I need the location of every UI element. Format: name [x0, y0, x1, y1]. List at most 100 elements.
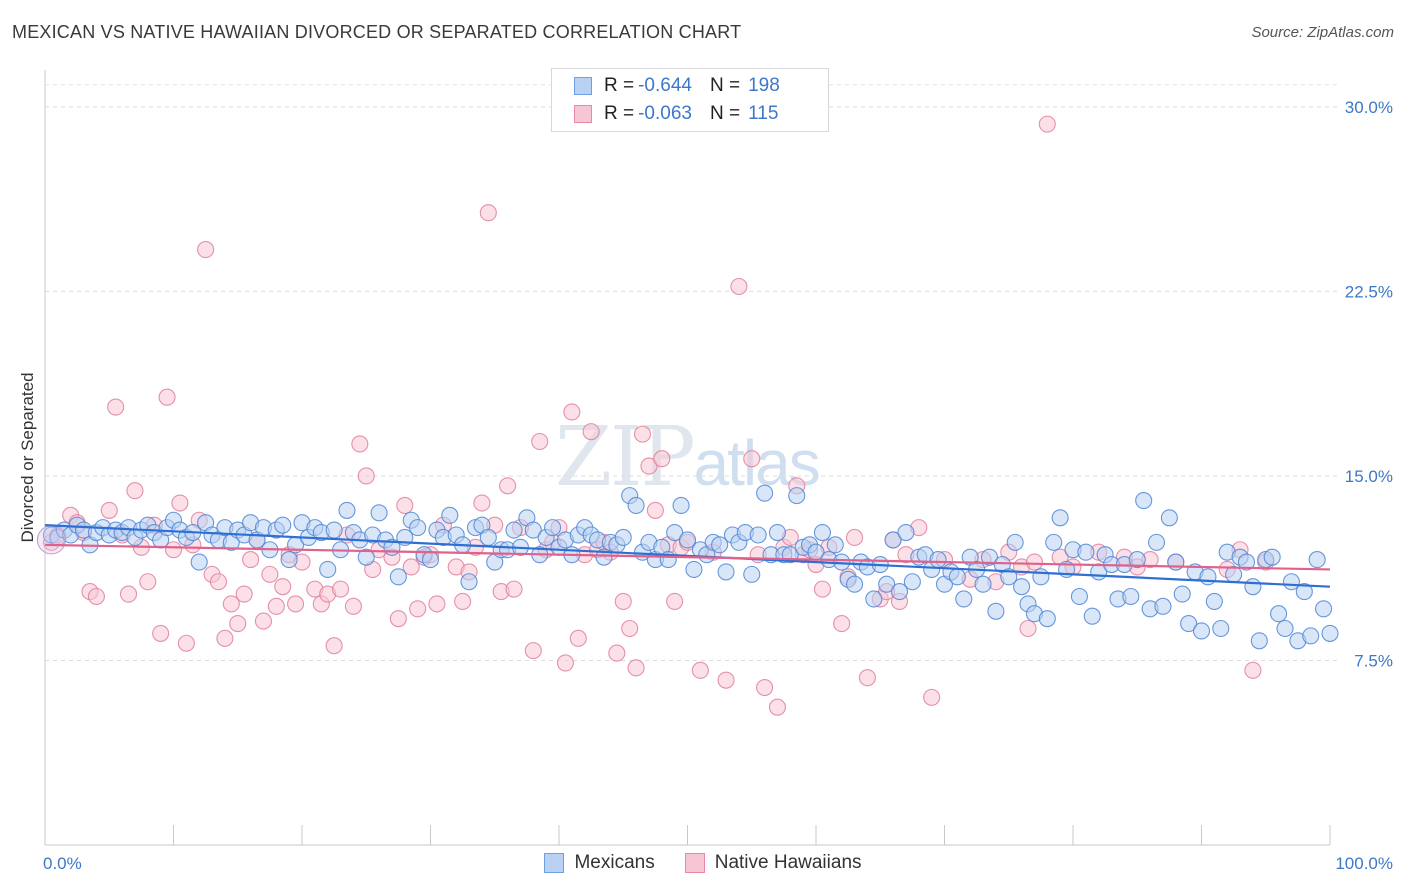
stats-n-value: 115 — [748, 103, 779, 124]
x-tick-label: 100.0% — [1335, 854, 1393, 873]
legend-label-native-hawaiians: Native Hawaiians — [714, 852, 862, 873]
data-point-native-hawaiians — [473, 494, 491, 512]
data-point-native-hawaiians — [126, 482, 144, 500]
data-point-native-hawaiians — [235, 585, 253, 603]
data-point-native-hawaiians — [666, 592, 684, 610]
data-point-native-hawaiians — [627, 659, 645, 677]
data-point-native-hawaiians — [845, 528, 864, 547]
data-point-native-hawaiians — [209, 573, 228, 591]
data-point-mexicans — [389, 568, 407, 586]
data-point-mexicans — [479, 528, 497, 547]
data-point-mexicans — [1244, 578, 1262, 596]
legend-item-native-hawaiians[interactable]: Native Hawaiians — [684, 852, 862, 874]
data-point-native-hawaiians — [556, 654, 574, 672]
stats-row-mexicans: R = -0.644 N = 198 — [574, 74, 780, 98]
data-point-mexicans — [1295, 583, 1313, 601]
data-point-mexicans — [338, 501, 356, 519]
data-point-mexicans — [890, 583, 909, 601]
data-point-mexicans — [678, 531, 697, 549]
y-axis-label: Divorced or Separated — [18, 372, 37, 542]
data-point-mexicans — [1000, 568, 1018, 586]
data-point-mexicans — [1013, 578, 1031, 596]
data-point-native-hawaiians — [717, 671, 735, 689]
stats-r-label: R = — [604, 75, 635, 96]
data-point-native-hawaiians — [274, 578, 292, 596]
data-point-mexicans — [974, 575, 992, 593]
stats-row-native-hawaiians: R = -0.063 N = 115 — [574, 102, 778, 126]
data-point-mexicans — [865, 590, 883, 608]
x-tick-label: 0.0% — [43, 854, 82, 873]
stats-r-label: R = — [604, 103, 635, 124]
data-point-mexicans — [980, 548, 999, 566]
data-point-mexicans — [1199, 568, 1217, 586]
data-point-mexicans — [903, 573, 921, 591]
data-point-native-hawaiians — [582, 423, 600, 441]
data-point-mexicans — [685, 560, 703, 578]
data-point-mexicans — [280, 551, 298, 569]
data-point-native-hawaiians — [646, 501, 664, 519]
data-point-mexicans — [1128, 551, 1146, 569]
data-point-native-hawaiians — [833, 615, 851, 633]
data-point-mexicans — [1173, 585, 1191, 603]
data-point-native-hawaiians — [177, 634, 195, 652]
legend-item-mexicans[interactable]: Mexicans — [544, 852, 655, 874]
data-point-mexicans — [845, 575, 864, 593]
data-point-native-hawaiians — [756, 678, 774, 697]
data-point-native-hawaiians — [119, 585, 138, 603]
data-point-mexicans — [1212, 619, 1230, 638]
y-tick-label: 7.5% — [1354, 651, 1393, 670]
data-point-mexicans — [190, 553, 208, 571]
data-point-mexicans — [1321, 624, 1339, 642]
data-point-native-hawaiians — [107, 398, 125, 416]
data-point-mexicans — [1135, 492, 1153, 510]
data-point-mexicans — [1237, 553, 1256, 571]
data-point-mexicans — [756, 484, 774, 502]
data-point-mexicans — [1083, 607, 1101, 625]
data-point-native-hawaiians — [858, 669, 876, 687]
trend-line-native-hawaiians — [44, 543, 1331, 571]
data-point-native-hawaiians — [164, 541, 183, 559]
data-point-native-hawaiians — [1019, 619, 1037, 638]
data-point-mexicans — [627, 496, 645, 515]
data-point-mexicans — [1276, 619, 1294, 638]
data-point-native-hawaiians — [158, 388, 176, 406]
data-point-mexicans — [788, 487, 806, 505]
data-point-native-hawaiians — [813, 580, 831, 598]
data-point-native-hawaiians — [351, 435, 369, 453]
data-point-mexicans — [357, 548, 375, 566]
data-point-native-hawaiians — [254, 612, 273, 630]
data-point-native-hawaiians — [216, 629, 234, 647]
data-point-native-hawaiians — [730, 277, 748, 296]
data-point-mexicans — [1270, 605, 1288, 623]
data-point-mexicans — [897, 523, 915, 542]
stats-swatch-native-hawaiians — [574, 105, 592, 123]
data-point-mexicans — [1032, 568, 1050, 586]
data-point-native-hawaiians — [287, 595, 305, 613]
data-point-mexicans — [929, 551, 947, 569]
data-point-native-hawaiians — [396, 496, 414, 515]
data-point-mexicans — [409, 519, 427, 537]
legend-swatch-native-hawaiians — [684, 853, 705, 873]
data-point-mexicans — [948, 568, 966, 586]
data-point-mexicans — [672, 496, 690, 515]
data-point-mexicans — [524, 521, 542, 539]
legend-swatch-mexicans — [544, 853, 565, 873]
data-point-native-hawaiians — [357, 467, 375, 485]
stats-n-label: N = — [709, 103, 741, 124]
data-point-native-hawaiians — [923, 688, 941, 706]
data-point-native-hawaiians — [409, 600, 427, 618]
data-point-mexicans — [1147, 533, 1166, 551]
stats-box: R = -0.644 N = 198 R = -0.063 N = 115 — [551, 68, 829, 132]
data-point-mexicans — [666, 523, 684, 542]
data-point-native-hawaiians — [743, 450, 761, 468]
data-point-mexicans — [1315, 600, 1333, 618]
stats-swatch-mexicans — [574, 77, 592, 95]
data-point-mexicans — [987, 602, 1005, 620]
data-point-mexicans — [421, 551, 440, 569]
data-point-native-hawaiians — [479, 204, 497, 222]
data-point-mexicans — [1070, 587, 1088, 606]
data-point-mexicans — [505, 521, 523, 539]
data-point-mexicans — [884, 531, 902, 549]
chart-legend: Mexicans Native Hawaiians — [0, 852, 1406, 874]
data-point-native-hawaiians — [229, 615, 247, 633]
